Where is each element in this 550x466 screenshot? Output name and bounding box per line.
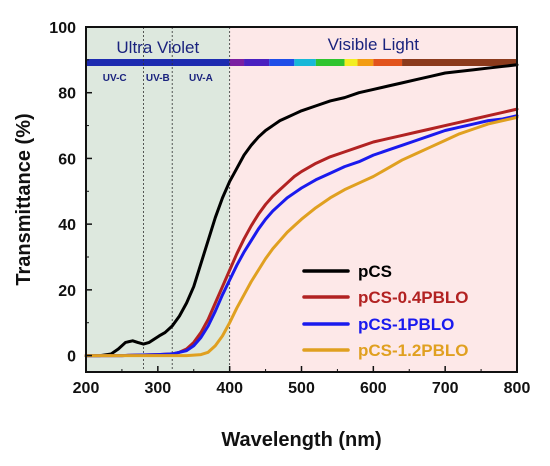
- uv-region: [86, 27, 230, 372]
- regions-layer: [86, 27, 517, 372]
- spectrum-segment-3: [269, 59, 295, 66]
- x-tick-label: 400: [216, 380, 243, 397]
- uv-subregion-label: UV-A: [189, 73, 213, 84]
- legend-label: pCS-1PBLO: [358, 315, 454, 334]
- y-tick-label: 40: [58, 217, 76, 234]
- y-tick-label: 60: [58, 151, 76, 168]
- uv-subregion-label: UV-C: [103, 73, 127, 84]
- spectrum-bar: [86, 59, 517, 66]
- series-line-0: [84, 63, 519, 358]
- legend-label: pCS: [358, 262, 392, 281]
- visible-region: [229, 27, 517, 372]
- spectrum-segment-7: [357, 59, 374, 66]
- spectrum-segment-1: [229, 59, 245, 66]
- x-tick-label: 600: [360, 380, 387, 397]
- series-line-2: [84, 114, 519, 358]
- series-layer: [84, 63, 519, 358]
- series-line-1: [84, 107, 519, 358]
- y-tick-label: 0: [67, 349, 76, 366]
- x-tick-label: 700: [432, 380, 459, 397]
- spectrum-segment-6: [344, 59, 358, 66]
- series-line-3: [84, 115, 519, 358]
- legend: pCS pCS-0.4PBLO pCS-1PBLO pCS-1.2PBLO: [302, 262, 469, 360]
- uv-subregion-labels: UV-C UV-B UV-A: [103, 73, 213, 84]
- uv-divider-lines: [143, 27, 231, 372]
- y-axis-ticks: 0 20 40 60 80 100: [49, 20, 92, 366]
- spectrum-segment-9: [402, 59, 517, 66]
- spectrum-segment-5: [315, 59, 345, 66]
- x-tick-label: 200: [73, 380, 100, 397]
- uv-region-label: Ultra Violet: [116, 38, 199, 57]
- x-tick-label: 300: [144, 380, 171, 397]
- legend-label: pCS-0.4PBLO: [358, 288, 469, 307]
- spectrum-segment-8: [373, 59, 403, 66]
- legend-label: pCS-1.2PBLO: [358, 341, 469, 360]
- y-tick-label: 20: [58, 283, 76, 300]
- x-axis-title: Wavelength (nm): [221, 429, 381, 451]
- spectrum-segment-4: [294, 59, 316, 66]
- y-axis-title: Transmittance (%): [13, 113, 35, 285]
- y-tick-label: 80: [58, 86, 76, 103]
- x-tick-label: 500: [288, 380, 315, 397]
- y-tick-label: 100: [49, 20, 76, 37]
- uv-subregion-label: UV-B: [146, 73, 170, 84]
- spectrum-segment-0: [86, 59, 230, 66]
- x-axis-ticks: 200 300 400 500 600 700 800: [73, 366, 531, 397]
- spectrum-segment-2: [244, 59, 270, 66]
- visible-region-label: Visible Light: [328, 35, 420, 54]
- x-tick-label: 800: [504, 380, 531, 397]
